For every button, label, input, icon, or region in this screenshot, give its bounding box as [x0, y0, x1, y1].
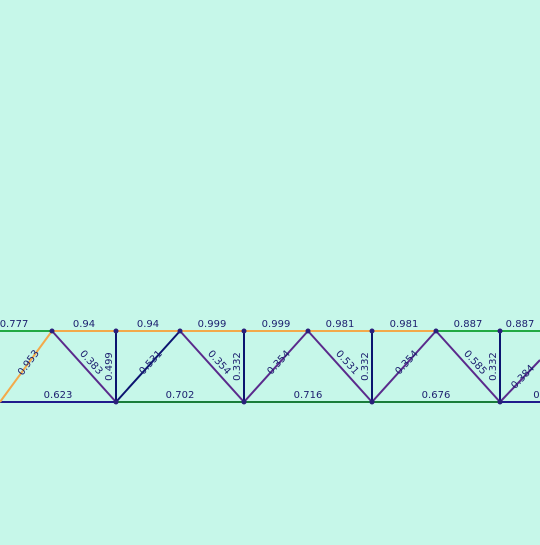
truss-node: [49, 328, 55, 334]
truss-members: [0, 330, 540, 403]
truss-node: [497, 328, 503, 334]
vertical-label: 0.332: [232, 352, 243, 381]
top-chord-label: 0.777: [0, 319, 28, 330]
diagonal-member: [243, 330, 309, 403]
top-chord-label: 0.999: [198, 319, 227, 330]
diagonal-member: [371, 330, 437, 403]
truss-node: [177, 328, 183, 334]
top-chord-label: 0.999: [262, 319, 291, 330]
bottom-chord-label: 0.716: [294, 390, 323, 401]
top-chord-label: 0.887: [454, 319, 483, 330]
diagonal-member: [115, 330, 181, 403]
diagonal-member: [307, 330, 373, 403]
diagonal-label: 0.531: [137, 349, 164, 378]
truss-node: [369, 399, 375, 405]
top-chord-label: 0.981: [390, 319, 419, 330]
truss-node: [241, 399, 247, 405]
diagonal-member: [0, 330, 53, 403]
truss-node: [305, 328, 311, 334]
bottom-chord-label: 0.702: [166, 390, 195, 401]
truss-node: [433, 328, 439, 334]
diagonal-member: [179, 330, 245, 403]
bottom-chord-label: 0.623: [44, 390, 73, 401]
truss-node: [497, 399, 503, 405]
bottom-chord-label: 0.: [533, 390, 540, 401]
truss-node: [113, 399, 119, 405]
truss-nodes: [49, 328, 503, 405]
top-chord-label: 0.94: [137, 319, 159, 330]
truss-node: [113, 328, 119, 334]
truss-node: [241, 328, 247, 334]
diagonal-member: [51, 330, 117, 403]
vertical-label: 0.499: [104, 352, 115, 381]
vertical-label: 0.332: [488, 352, 499, 381]
top-chord-label: 0.887: [506, 319, 535, 330]
top-chord-label: 0.94: [73, 319, 95, 330]
vertical-label: 0.332: [360, 352, 371, 381]
diagonal-label: 0.384: [509, 363, 537, 391]
bottom-chord-label: 0.676: [422, 390, 451, 401]
diagonal-label: 0.953: [16, 348, 42, 378]
diagonal-member: [435, 330, 501, 403]
diagonal-member: [499, 359, 540, 403]
top-chord-label: 0.981: [326, 319, 355, 330]
diagonal-label: 0.354: [393, 349, 420, 378]
diagonal-label: 0.354: [265, 349, 292, 378]
truss-node: [369, 328, 375, 334]
